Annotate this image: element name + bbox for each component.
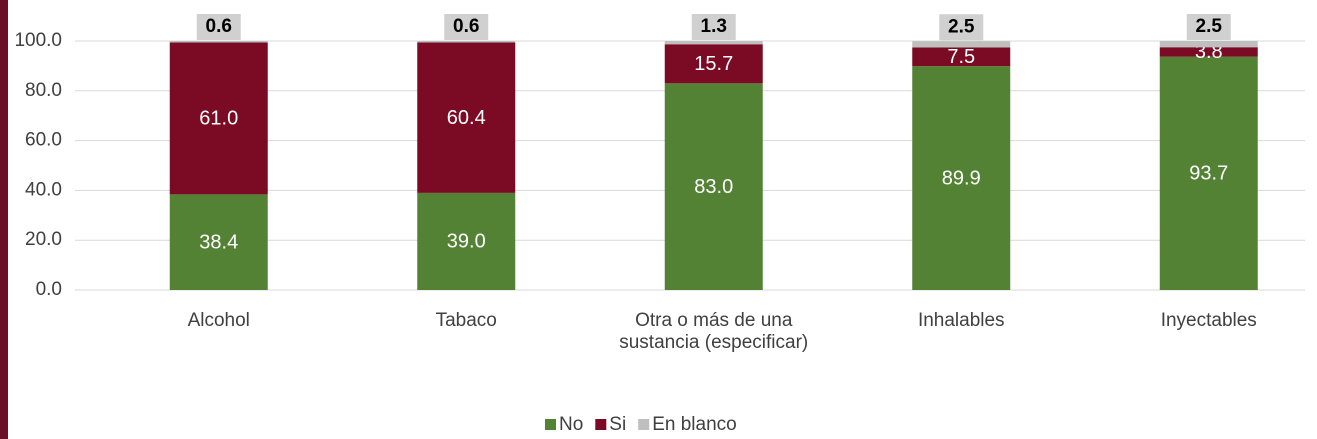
bar-segment [417,41,516,43]
bar-segment [417,192,516,290]
x-tick-label: Inyectables [1160,310,1257,331]
x-tick-label: Inhalables [917,310,1005,331]
legend-swatch [545,419,556,430]
label-box [444,14,489,40]
label-box [196,14,241,40]
legend-label: En blanco [652,414,737,435]
bar-segment [1159,41,1258,48]
bar-segment [664,41,763,45]
y-tick-label: 80.0 [25,80,62,101]
bar-segment [912,41,1011,48]
y-tick-label: 20.0 [25,229,62,250]
bar-segment [169,41,268,43]
bar-segment [169,194,268,290]
bar-segment [169,42,268,195]
bar-segment [417,42,516,193]
label-box [691,14,736,40]
y-tick-label: 60.0 [25,130,62,151]
value-label: 83.0 [694,176,733,198]
x-tick-label: Tabaco [435,310,497,331]
value-label: 1.3 [701,16,727,37]
legend-swatch [595,419,607,430]
label-box [1186,14,1231,40]
value-label: 93.7 [1189,163,1228,185]
value-label: 15.7 [694,53,733,75]
legend-label: Si [609,414,626,435]
bar-segment [1159,56,1258,291]
label-box [939,14,984,41]
legend-swatch [638,419,650,430]
value-label: 7.5 [947,46,975,68]
legend-label: No [559,414,583,435]
x-tick-label: Alcohol [187,310,250,331]
side-strip [0,0,8,439]
y-tick-label: 0.0 [36,279,62,300]
bar-segment [912,47,1011,67]
value-label: 61.0 [199,108,238,130]
value-label: 89.9 [942,167,981,189]
value-label: 39.0 [447,231,486,253]
bar-segment [912,66,1011,290]
value-label: 2.5 [1196,16,1223,37]
value-label: 38.4 [199,231,238,253]
value-label: 0.6 [453,16,479,37]
bar-segment [1159,47,1258,57]
bar-segment [664,83,763,290]
x-tick-label: Otra o más de una sustancia (especificar… [619,310,809,353]
value-label: 0.6 [206,16,232,37]
y-tick-label: 40.0 [25,179,62,200]
bar-segment [664,44,763,84]
y-tick-label: 100.0 [14,30,62,51]
value-label: 2.5 [948,16,975,37]
value-label: 60.4 [447,107,486,129]
